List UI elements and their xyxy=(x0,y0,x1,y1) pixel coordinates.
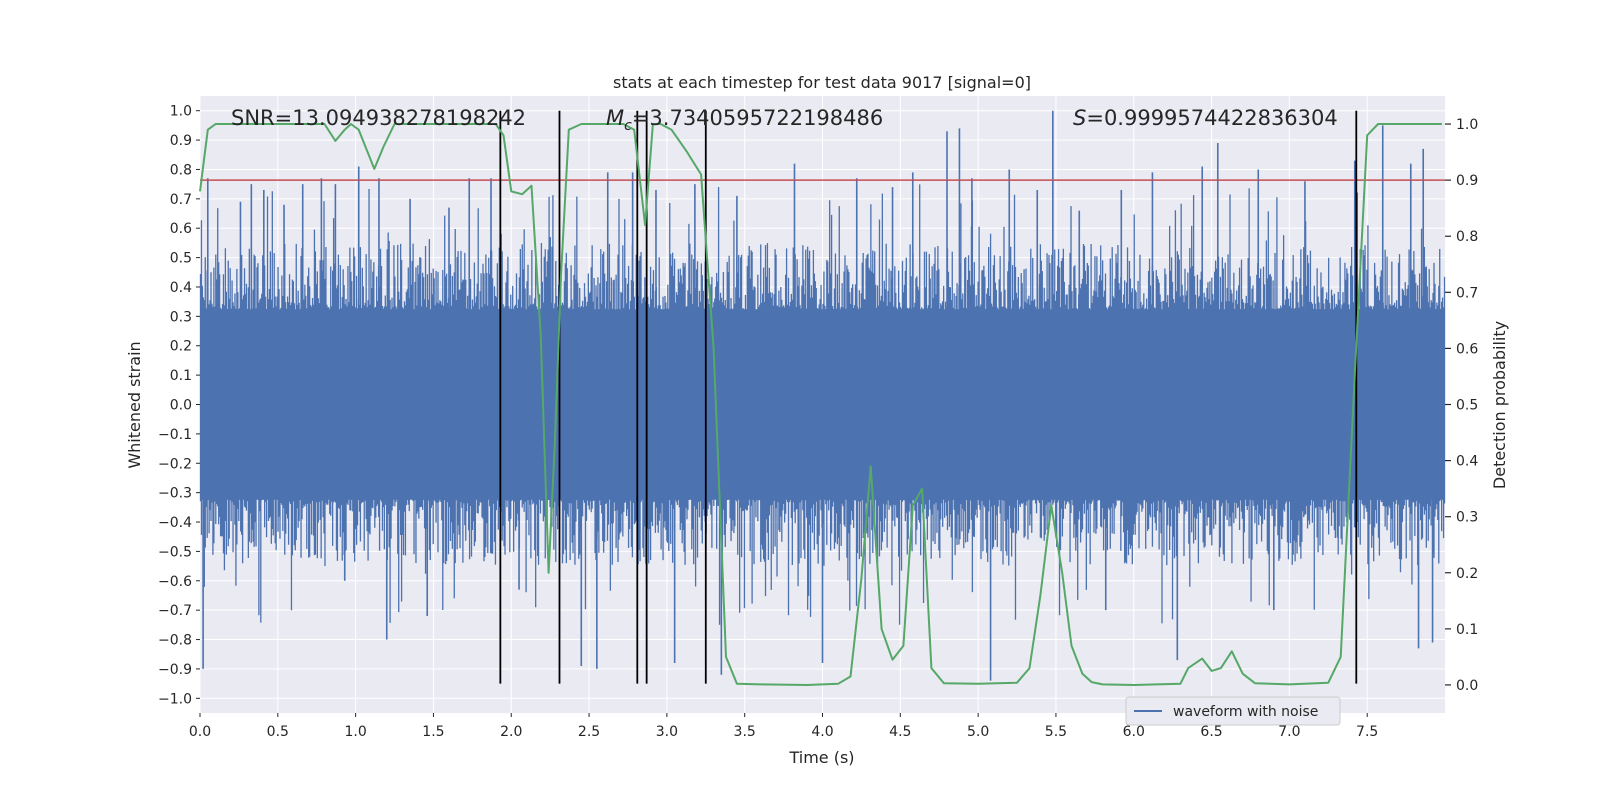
x-tick-label: 4.0 xyxy=(811,724,833,740)
y2-tick-label: 0.0 xyxy=(1456,678,1478,694)
x-tick-label: 7.0 xyxy=(1278,724,1300,740)
x-tick-label: 3.0 xyxy=(656,724,678,740)
s-symbol: S xyxy=(1073,106,1086,130)
legend-box xyxy=(1125,696,1341,726)
y-ticks: 1.0 0.9 0.8 0.7 0.6 0.5 0.4 0.3 0.2 0.1 0.0 −0.1 −0.… xyxy=(158,104,200,707)
y-tick-label: −0.5 xyxy=(158,544,192,560)
x-tick-label: 0.0 xyxy=(189,724,211,740)
x-ticks: 0.0 0.5 1.0 1.5 2.0 2.5 3.0 3.5 4.0 4.5 5.0 5.5 6.0 6… xyxy=(189,713,1378,740)
x-tick-label: 6.5 xyxy=(1200,724,1222,740)
y-tick-label: 0.3 xyxy=(170,309,192,325)
y2-axis-label: Detection probability xyxy=(1490,321,1509,489)
x-tick-label: 1.0 xyxy=(344,724,366,740)
y2-tick-label: 0.4 xyxy=(1456,454,1478,470)
y-tick-label: −0.9 xyxy=(158,662,192,678)
y-tick-label: −0.1 xyxy=(158,427,192,443)
y-tick-label: 0.5 xyxy=(170,251,192,267)
y-tick-label: −0.3 xyxy=(158,486,192,502)
chirp-mass-symbol: M xyxy=(606,106,624,130)
y-tick-label: −0.4 xyxy=(158,515,192,531)
y2-tick-label: 0.8 xyxy=(1456,229,1478,245)
y2-tick-label: 0.9 xyxy=(1456,173,1478,189)
x-tick-label: 6.0 xyxy=(1123,724,1145,740)
y-tick-label: 0.4 xyxy=(170,280,192,296)
probability-series xyxy=(199,123,1442,686)
x-tick-label: 7.5 xyxy=(1356,724,1378,740)
y-tick-label: −0.7 xyxy=(158,603,192,619)
s-value: =0.9999574422836304 xyxy=(1086,106,1337,130)
y-tick-label: 0.1 xyxy=(170,368,192,384)
chirp-mass-value: =3.7340595722198486 xyxy=(632,106,883,130)
s-annotation: S=0.9999574422836304 xyxy=(1073,106,1338,130)
y-axis-label: Whitened strain xyxy=(125,341,144,468)
x-tick-label: 5.0 xyxy=(967,724,989,740)
chirp-mass-subscript: c xyxy=(624,118,632,134)
y2-tick-label: 0.6 xyxy=(1456,341,1478,357)
y-tick-label: 0.9 xyxy=(170,133,192,149)
chart-title: stats at each timestep for test data 901… xyxy=(613,73,1031,92)
y-tick-label: −0.8 xyxy=(158,633,192,649)
y2-ticks: 1.0 0.9 0.8 0.7 0.6 0.5 0.4 0.3 0.2 0.1 0.0 xyxy=(1445,117,1478,694)
x-tick-label: 2.0 xyxy=(500,724,522,740)
waveform-series xyxy=(199,110,1446,681)
y2-tick-label: 1.0 xyxy=(1456,117,1478,133)
y-tick-label: 0.8 xyxy=(170,162,192,178)
x-tick-label: 0.5 xyxy=(267,724,289,740)
detection-probability-line xyxy=(199,123,1442,686)
snr-annotation: SNR=13.094938278198242 xyxy=(231,106,526,130)
chirp-mass-annotation: Mc=3.7340595722198486 xyxy=(606,106,883,134)
y-tick-label: 1.0 xyxy=(170,104,192,120)
x-tick-label: 2.5 xyxy=(578,724,600,740)
legend-entry: waveform with noise xyxy=(1173,704,1318,720)
x-tick-label: 1.5 xyxy=(422,724,444,740)
y-tick-label: 0.0 xyxy=(170,398,192,414)
y-tick-label: 0.6 xyxy=(170,221,192,237)
y2-tick-label: 0.1 xyxy=(1456,622,1478,638)
waveform-noise-body xyxy=(199,184,1446,625)
y-tick-label: −1.0 xyxy=(158,691,192,707)
y2-tick-label: 0.2 xyxy=(1456,566,1478,582)
x-axis-label: Time (s) xyxy=(788,748,854,767)
x-tick-label: 4.5 xyxy=(889,724,911,740)
y-tick-label: −0.2 xyxy=(158,456,192,472)
x-tick-label: 3.5 xyxy=(734,724,756,740)
y2-tick-label: 0.7 xyxy=(1456,285,1478,301)
x-tick-label: 5.5 xyxy=(1045,724,1067,740)
legend: waveform with noise xyxy=(1125,696,1341,726)
y-tick-label: 0.7 xyxy=(170,192,192,208)
y2-tick-label: 0.5 xyxy=(1456,398,1478,414)
y-tick-label: −0.6 xyxy=(158,574,192,590)
y2-tick-label: 0.3 xyxy=(1456,510,1478,526)
y-tick-label: 0.2 xyxy=(170,339,192,355)
